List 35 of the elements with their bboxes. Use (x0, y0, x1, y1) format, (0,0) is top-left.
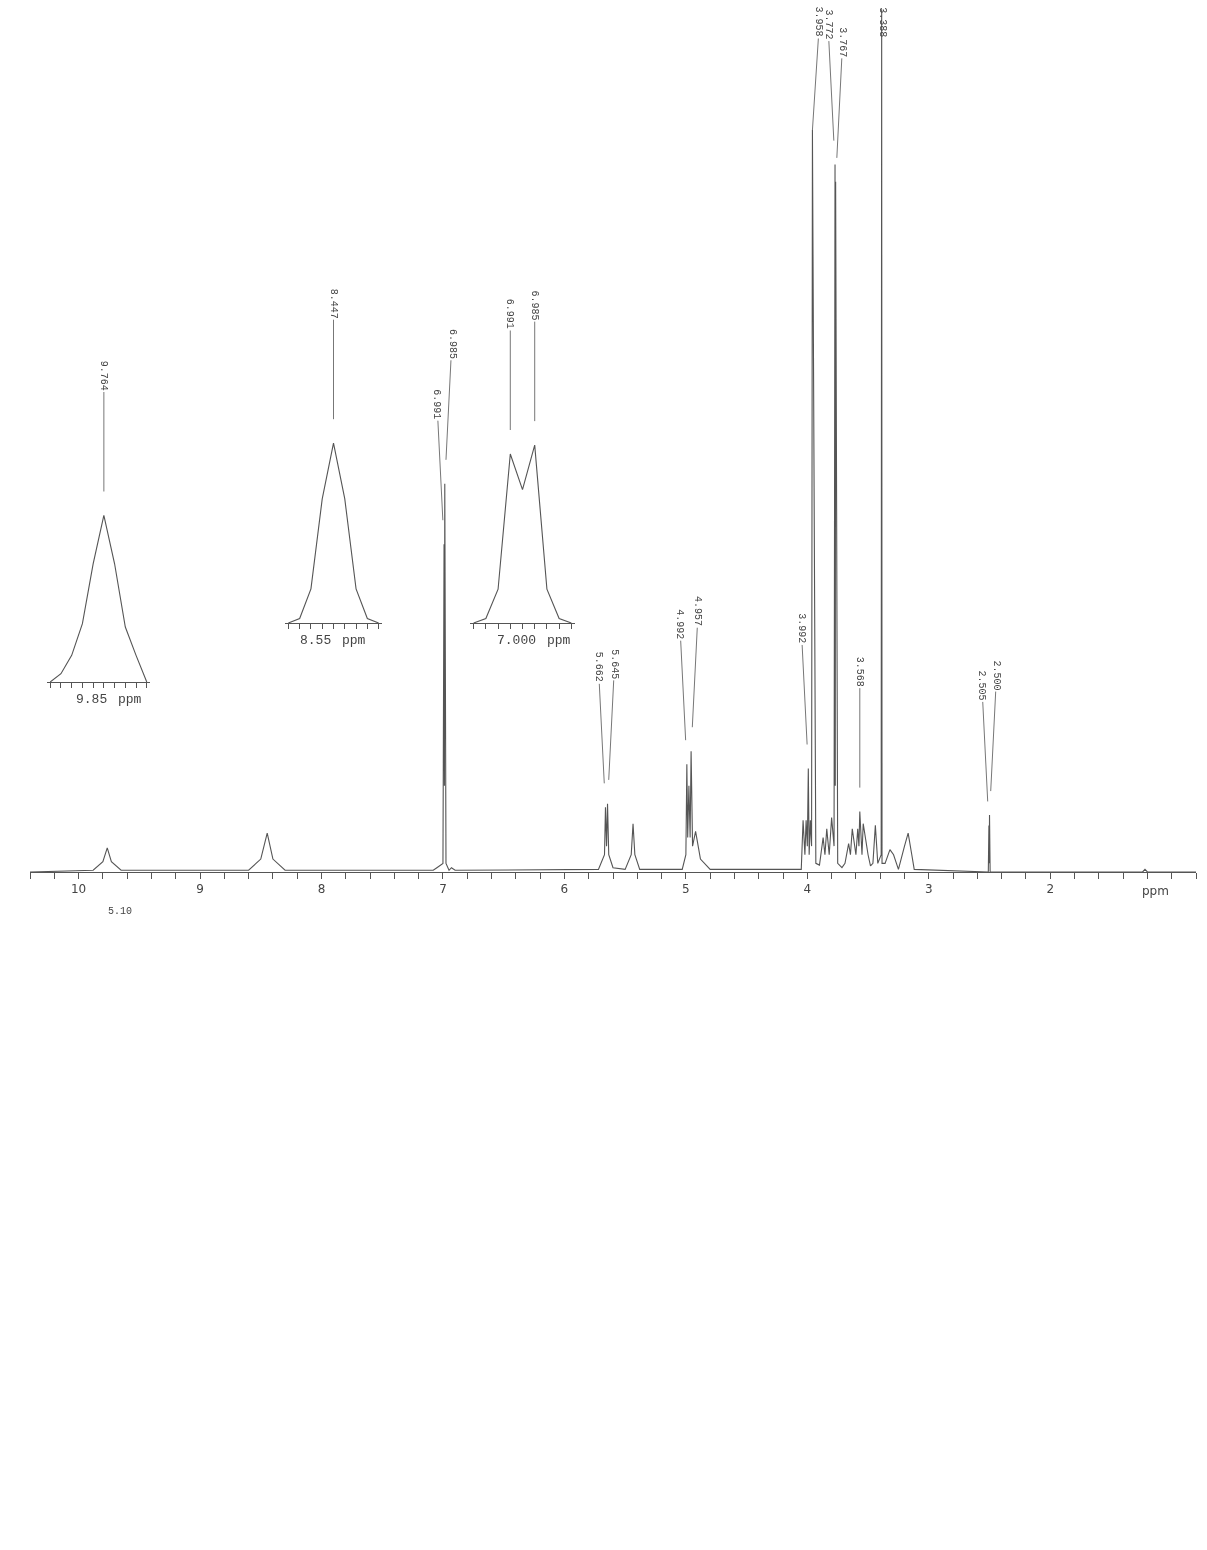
x-tick-label: 10 (70, 882, 87, 897)
annotation: ppm (118, 692, 142, 707)
x-tick-label: 4 (803, 882, 812, 897)
annotation: 4.992 (674, 609, 686, 640)
annotation: 3.767 (837, 27, 849, 58)
annotation: 3.388 (876, 7, 888, 38)
annotation: 2.505 (976, 670, 988, 701)
x-tick-label: 6 (560, 882, 569, 897)
annotation: 8.55 (300, 633, 332, 648)
x-tick-label: 9 (196, 882, 204, 897)
annotation: 3.992 (795, 613, 807, 644)
annotation: ppm (342, 633, 366, 648)
annotation: 6.985 (528, 290, 540, 321)
annotation: 3.772 (822, 9, 834, 40)
x-tick-label: 5 (682, 882, 690, 897)
annotation: 9.764 (98, 360, 110, 391)
x-tick-label: 7 (439, 882, 447, 897)
annotation: 6.991 (504, 298, 516, 329)
x-tick-label: 3 (924, 882, 933, 897)
annotation: 2.500 (990, 660, 1002, 691)
annotation: 5.662 (592, 651, 604, 682)
annotation: 3.958 (813, 6, 825, 37)
annotation: 5.645 (609, 649, 621, 680)
annotation: 7.000 (497, 633, 537, 648)
annotation: 4.957 (692, 596, 704, 627)
annotation: 3.568 (854, 656, 866, 687)
x-tick-label: 2 (1046, 882, 1055, 897)
annotation: 8.447 (327, 288, 339, 319)
annotation: 9.85 (76, 692, 108, 707)
x-axis-title: ppm (1142, 884, 1169, 898)
annotation: ppm (547, 633, 571, 648)
annotation: 6.985 (446, 329, 458, 360)
annotation: 6.991 (431, 389, 443, 420)
x-tick-label: 8 (317, 882, 326, 897)
text: 5.10 (108, 906, 133, 917)
